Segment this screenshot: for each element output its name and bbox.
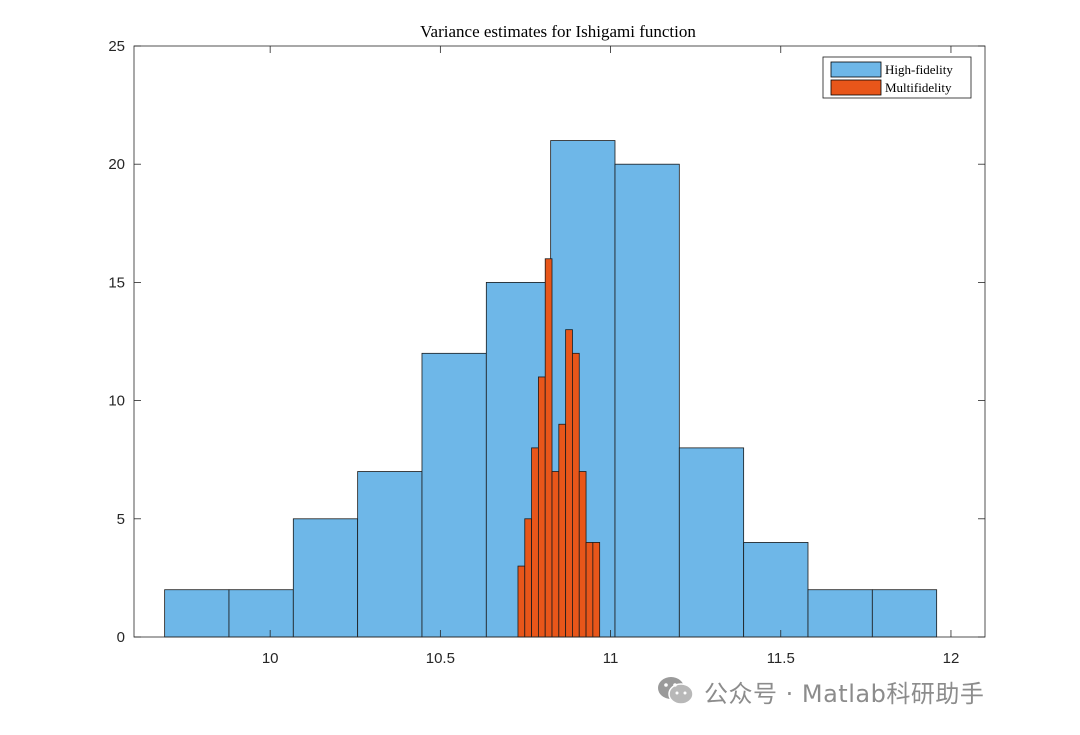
legend-label-high-fidelity: High-fidelity [885,62,953,77]
multifidelity-bar [537,376,546,638]
multifidelity-bar [531,447,539,638]
y-tick-label: 20 [108,156,125,173]
multifidelity-bar [578,471,587,638]
y-tick-label: 5 [117,511,125,528]
plot-box [133,45,986,638]
high-fidelity-bar [228,589,294,638]
axes: 10 10.5 11 11.5 12 0 5 10 15 20 25 [108,38,986,667]
multifidelity-bar [558,423,567,638]
high-fidelity-bar [357,471,423,638]
x-tick-label: 11 [603,650,619,667]
multifidelity-bar [524,518,532,638]
multifidelity-bar [544,258,553,638]
multifidelity-bar [592,542,601,638]
legend-swatch-multifidelity [830,79,882,96]
y-tick-label: 15 [108,274,125,291]
multifidelity-bar [572,352,580,638]
high-fidelity-bar [807,589,873,638]
x-tick-label: 10 [262,650,279,667]
watermark: 公众号 · Matlab科研助手 [656,674,984,708]
chart-title: Variance estimates for Ishigami function [420,22,696,41]
x-tick-label: 10.5 [426,650,455,667]
high-fidelity-bar [678,447,745,638]
high-fidelity-bar [421,352,487,638]
high-fidelity-bar [292,518,359,638]
high-fidelity-bar [164,589,230,638]
high-fidelity-bar [614,163,680,638]
legend-swatch-high-fidelity [830,61,882,78]
x-tick-label: 12 [943,650,960,667]
high-fidelity-bar [743,542,809,638]
legend-label-multifidelity: Multifidelity [885,80,952,95]
y-tick-label: 0 [117,629,125,646]
wechat-icon [658,677,694,705]
y-tick-label: 25 [108,38,125,55]
x-tick-label: 11.5 [767,650,795,667]
multifidelity-bar [551,471,560,638]
legend: High-fidelity Multifidelity [822,56,972,99]
multifidelity-bar [517,565,526,638]
watermark-text: 公众号 · Matlab科研助手 [704,679,985,708]
y-tick-label: 10 [108,393,125,410]
multifidelity-bar [585,542,594,638]
multifidelity-bar [565,329,573,638]
high-fidelity-bar [871,589,938,638]
